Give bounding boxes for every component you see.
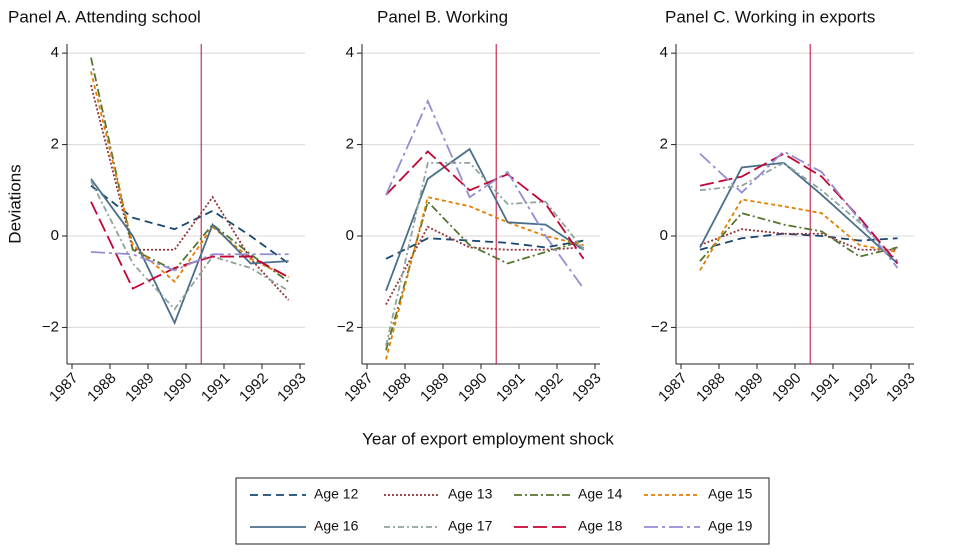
y-axis-label: Deviations — [5, 164, 24, 243]
series-line — [90, 57, 290, 283]
x-tick-label: 1992 — [845, 370, 881, 406]
series-line — [90, 178, 289, 326]
series-line — [90, 84, 290, 301]
legend-label: Age 14 — [578, 486, 623, 502]
panel-title: Panel B. Working — [377, 7, 508, 26]
series-line — [90, 71, 289, 284]
series-line — [90, 201, 290, 290]
y-tick-label: −2 — [42, 318, 59, 335]
y-tick-label: 4 — [660, 44, 668, 61]
series-line — [699, 212, 898, 262]
series-line — [385, 150, 585, 260]
legend-label: Age 12 — [314, 486, 359, 502]
y-tick-label: 0 — [660, 227, 668, 244]
x-tick-label: 1990 — [769, 370, 805, 406]
y-tick-label: 2 — [51, 136, 59, 153]
legend-label: Age 15 — [708, 486, 753, 502]
x-tick-label: 1991 — [807, 370, 843, 406]
series-line — [90, 184, 290, 265]
series-line — [385, 237, 584, 260]
series-line — [699, 150, 899, 269]
x-tick-label: 1987 — [655, 370, 691, 406]
x-tick-label: 1990 — [160, 370, 196, 406]
x-tick-label: 1988 — [379, 370, 415, 406]
series-line — [699, 161, 899, 262]
series-line — [385, 161, 585, 346]
x-tick-label: 1987 — [46, 370, 82, 406]
y-tick-label: −2 — [337, 318, 354, 335]
x-tick-label: 1987 — [341, 370, 377, 406]
y-tick-label: −2 — [651, 318, 668, 335]
legend-label: Age 18 — [578, 518, 623, 534]
x-tick-label: 1992 — [236, 370, 272, 406]
x-tick-label: 1989 — [731, 370, 767, 406]
legend-label: Age 16 — [314, 518, 359, 534]
y-tick-label: 2 — [346, 136, 354, 153]
series-line — [385, 98, 585, 290]
x-tick-label: 1991 — [493, 370, 529, 406]
x-tick-label: 1988 — [84, 370, 120, 406]
y-tick-label: 0 — [51, 227, 59, 244]
series-line — [90, 180, 290, 311]
x-tick-label: 1990 — [455, 370, 491, 406]
y-tick-label: 4 — [51, 44, 59, 61]
series-line — [385, 199, 584, 351]
series-line — [699, 161, 899, 265]
panel-title: Panel A. Attending school — [8, 7, 201, 26]
series-line — [90, 251, 289, 272]
series-line — [385, 147, 585, 292]
x-tick-label: 1988 — [693, 370, 729, 406]
series-line — [699, 228, 898, 251]
x-tick-label: 1991 — [198, 370, 234, 406]
panel-title: Panel C. Working in exports — [665, 7, 875, 26]
x-tick-label: 1989 — [417, 370, 453, 406]
x-tick-label: 1992 — [531, 370, 567, 406]
series-line — [699, 152, 899, 265]
series-line — [699, 232, 898, 251]
x-tick-label: 1993 — [274, 370, 310, 406]
y-tick-label: 0 — [346, 227, 354, 244]
legend-label: Age 19 — [708, 518, 753, 534]
legend-label: Age 13 — [448, 486, 493, 502]
x-tick-label: 1993 — [883, 370, 919, 406]
x-tick-label: 1993 — [569, 370, 605, 406]
legend-label: Age 17 — [448, 518, 493, 534]
series-line — [385, 196, 584, 360]
series-line — [385, 225, 584, 305]
series-line — [699, 198, 898, 271]
x-axis-label: Year of export employment shock — [362, 429, 614, 448]
y-tick-label: 4 — [346, 44, 354, 61]
x-tick-label: 1989 — [122, 370, 158, 406]
y-tick-label: 2 — [660, 136, 668, 153]
legend-box — [235, 477, 770, 545]
